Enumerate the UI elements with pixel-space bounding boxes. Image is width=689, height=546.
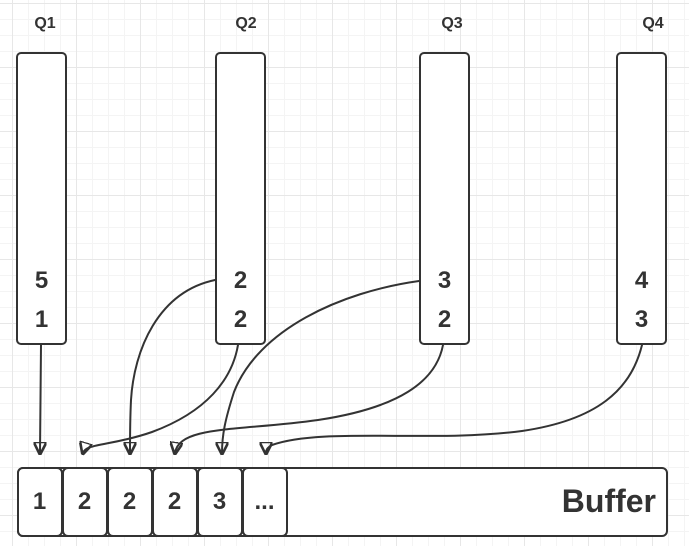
queue-item: 1 <box>34 306 49 333</box>
queue-item: 2 <box>233 267 248 294</box>
queue-item: 2 <box>437 306 452 333</box>
buffer-title: Buffer <box>561 483 656 519</box>
queue-item: 3 <box>437 267 452 294</box>
queue-item: 3 <box>634 306 649 333</box>
queue-box-q3: 3 2 <box>419 52 470 345</box>
buffer-cell: 2 <box>61 466 108 537</box>
buffer-cell: 2 <box>151 466 198 537</box>
queue-item: 4 <box>634 267 649 294</box>
queue-item: 2 <box>233 306 248 333</box>
buffer-cell: 3 <box>196 466 243 537</box>
arrow-q1-to-buffer-cell1 <box>40 344 41 453</box>
queue-label-q4: Q4 <box>642 15 664 32</box>
queue-label-q2: Q2 <box>235 15 257 32</box>
queue-label-q1: Q1 <box>34 15 56 32</box>
arrow-q2-bottom-to-buffer-cell2 <box>83 344 239 453</box>
queue-label-q3: Q3 <box>441 15 463 32</box>
queue-box-q2: 2 2 <box>215 52 266 345</box>
buffer-cell: 2 <box>106 466 153 537</box>
queue-box-q1: 5 1 <box>16 52 67 345</box>
queue-item: 5 <box>34 267 49 294</box>
arrow-q4-to-buffer-cell6 <box>266 344 643 453</box>
arrow-q3-bottom-to-buffer-cell4 <box>175 344 444 453</box>
buffer-cell: 1 <box>16 466 63 537</box>
buffer-box: 1 2 2 2 3 ... Buffer <box>16 466 668 537</box>
queue-box-q4: 4 3 <box>616 52 667 345</box>
arrow-q2-top-to-buffer-cell3 <box>130 279 216 453</box>
buffer-cell-ellipsis: ... <box>241 466 288 537</box>
